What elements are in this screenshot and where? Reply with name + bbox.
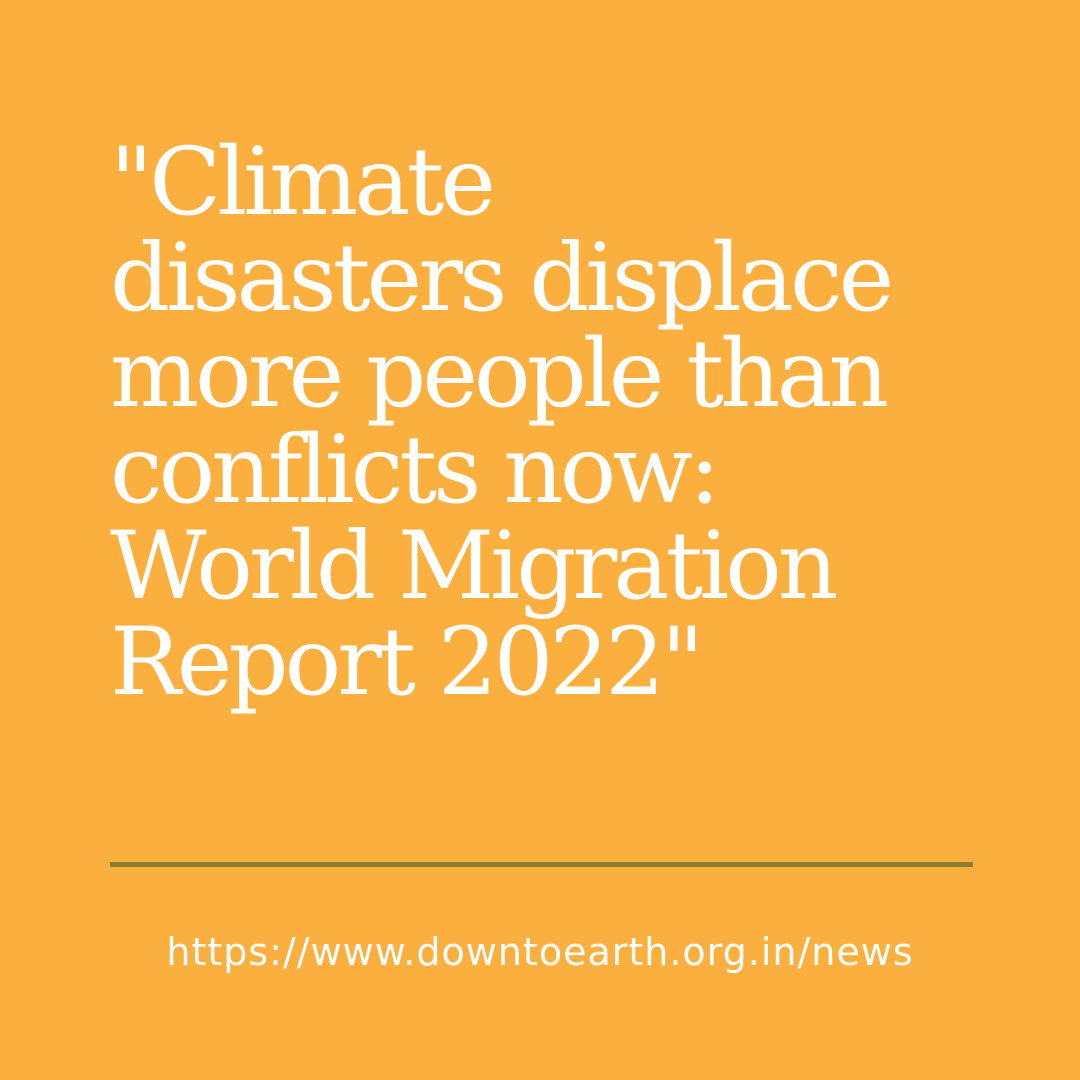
quote-text: "Climate disasters displace more people … (110, 135, 1010, 711)
quote-line: Report 2022" (110, 608, 704, 717)
quote-line: conflicts now: (110, 416, 721, 525)
quote-line: "Climate (110, 128, 496, 237)
quote-line: more people than (110, 320, 889, 429)
quote-line: disasters displace (110, 224, 894, 333)
divider-line (110, 862, 973, 867)
quote-line: World Migration (110, 512, 838, 621)
source-link[interactable]: https://www.downtoearth.org.in/news (166, 930, 914, 974)
